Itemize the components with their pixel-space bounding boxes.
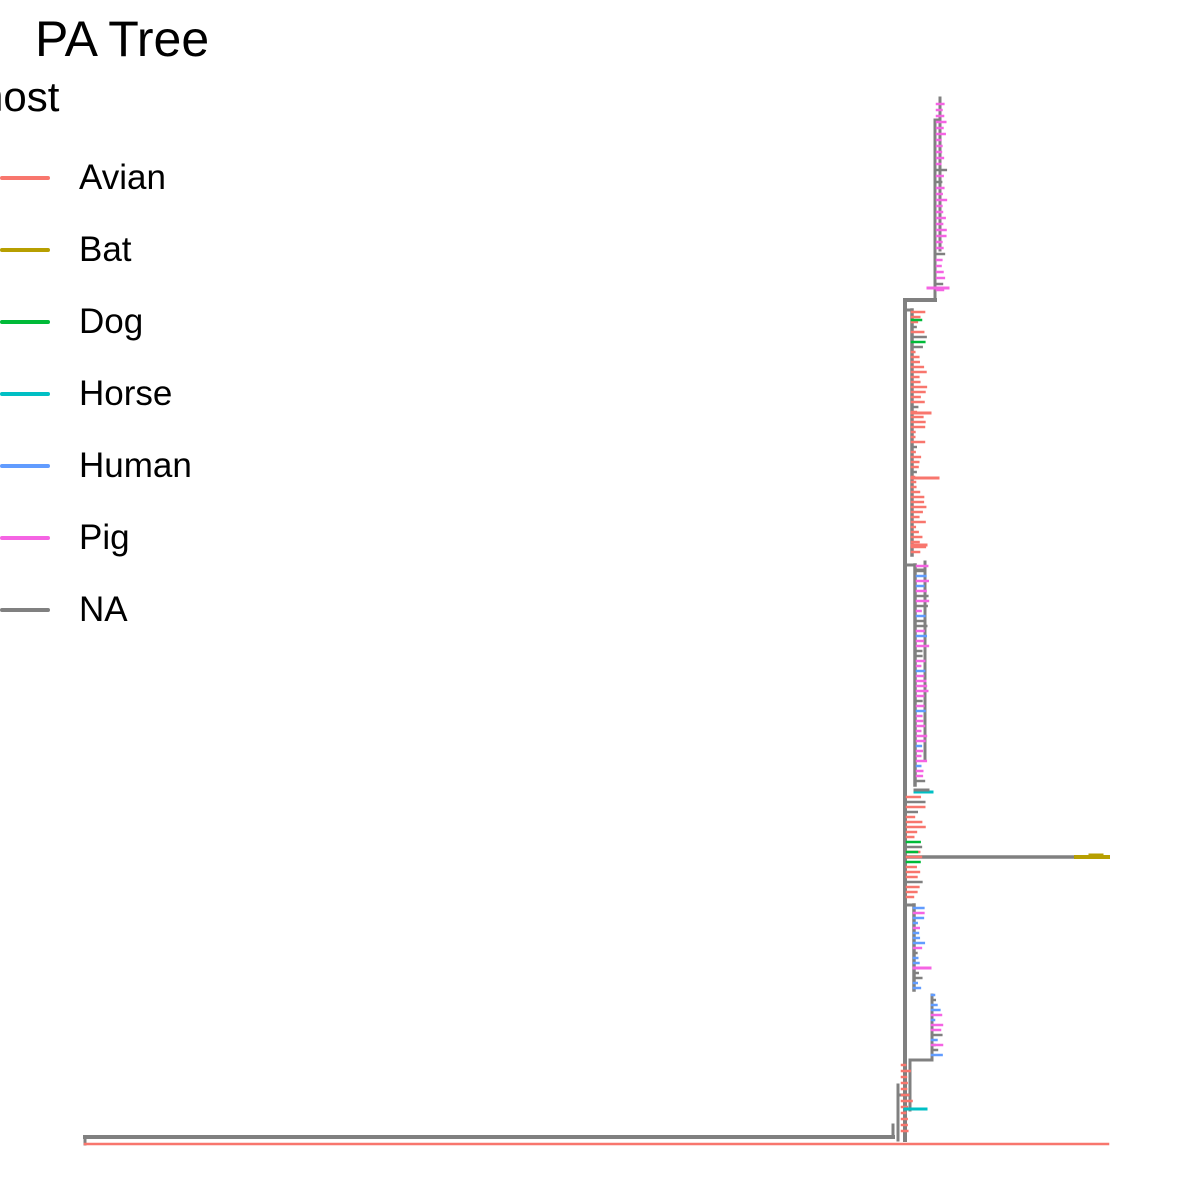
- legend-item-pig: Pig: [0, 518, 260, 558]
- legend-label-dog: Dog: [79, 302, 144, 341]
- legend-label-avian: Avian: [79, 158, 166, 197]
- legend-title: host: [0, 73, 60, 120]
- legend-key-human: [0, 464, 50, 468]
- legend-label-bat: Bat: [79, 230, 132, 269]
- legend-item-dog: Dog: [0, 302, 260, 342]
- legend-label-pig: Pig: [79, 518, 130, 557]
- legend-key-bat: [0, 248, 50, 252]
- legend-key-horse: [0, 392, 50, 396]
- legend-item-na: NA: [0, 590, 260, 630]
- legend-key-na: [0, 608, 50, 612]
- legend-label-human: Human: [79, 446, 192, 485]
- legend-label-na: NA: [79, 590, 128, 629]
- plot-title: PA Tree: [35, 11, 210, 67]
- legend-item-human: Human: [0, 446, 260, 486]
- legend-item-avian: Avian: [0, 158, 260, 198]
- legend-key-dog: [0, 320, 50, 324]
- legend-key-pig: [0, 536, 50, 540]
- legend-item-bat: Bat: [0, 230, 260, 270]
- legend-key-avian: [0, 176, 50, 180]
- legend-item-horse: Horse: [0, 374, 260, 414]
- legend-label-horse: Horse: [79, 374, 173, 413]
